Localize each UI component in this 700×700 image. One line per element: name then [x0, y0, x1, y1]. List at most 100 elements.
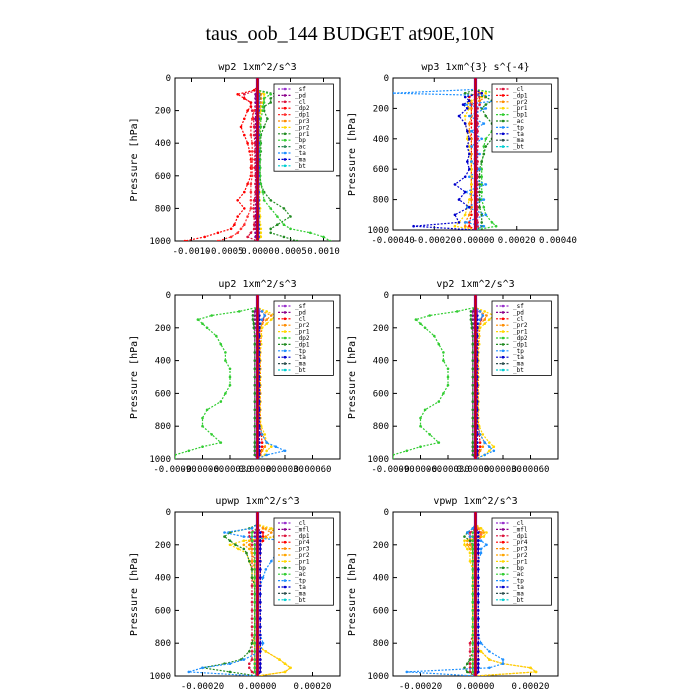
data-point — [470, 99, 473, 103]
panel-3: vp2 1xm^2/s^3 Pressure [hPa] 0 200 400 600 800… — [347, 279, 559, 475]
data-point — [466, 107, 469, 110]
y-tick-label: 400 — [155, 357, 171, 367]
data-point — [250, 527, 254, 530]
data-point — [478, 445, 482, 449]
panel-title: up2 1xm^2/s^3 — [218, 279, 296, 290]
legend-marker — [283, 304, 287, 308]
legend-marker — [283, 317, 287, 321]
data-point — [243, 97, 246, 100]
data-point — [248, 543, 251, 547]
data-point — [477, 576, 480, 579]
data-point — [470, 129, 473, 133]
data-point — [261, 539, 265, 542]
legend-label: _sf — [513, 303, 524, 310]
data-point — [223, 531, 226, 534]
data-point — [471, 424, 475, 428]
data-point — [229, 235, 233, 239]
data-point — [259, 109, 263, 112]
legend-label: _pr4 — [295, 539, 310, 546]
data-point — [414, 318, 418, 321]
series-line — [248, 512, 259, 676]
legend-marker — [283, 113, 287, 116]
data-point — [249, 101, 253, 104]
data-point — [259, 625, 262, 629]
data-point — [243, 93, 246, 96]
plot-area — [183, 78, 332, 241]
data-point — [250, 141, 254, 145]
data-point — [463, 539, 466, 542]
x-tick-label: 0.00060 — [512, 465, 550, 475]
data-point — [419, 322, 422, 326]
data-point — [480, 190, 484, 194]
data-point — [175, 453, 177, 457]
data-point — [253, 449, 257, 453]
data-point — [269, 207, 273, 210]
x-tick-label: 0.00060 — [294, 465, 332, 475]
data-point — [270, 527, 273, 530]
data-point — [469, 318, 473, 321]
data-point — [478, 318, 482, 321]
data-point — [483, 441, 487, 444]
legend-marker — [501, 330, 505, 333]
legend-label: _ac — [513, 118, 524, 125]
legend-marker — [283, 343, 287, 346]
data-point — [463, 535, 466, 538]
legend-label: _bt — [513, 144, 524, 151]
data-point — [259, 641, 262, 645]
legend-label: _pr1 — [513, 105, 528, 112]
data-point — [471, 600, 475, 604]
panel-title: vpwp 1xm^2/s^3 — [433, 496, 517, 507]
data-point — [250, 531, 254, 534]
data-point — [262, 93, 266, 96]
data-point — [477, 543, 480, 547]
legend-marker — [283, 126, 287, 129]
data-point — [470, 198, 473, 201]
data-point — [265, 449, 269, 453]
data-point — [482, 198, 486, 201]
data-point — [471, 334, 475, 338]
data-point — [259, 424, 263, 428]
data-point — [210, 314, 213, 317]
legend-marker — [501, 138, 505, 142]
data-point — [259, 551, 262, 555]
data-point — [183, 239, 187, 241]
data-point — [393, 91, 395, 95]
y-tick-label: 800 — [155, 422, 171, 432]
data-point — [250, 150, 254, 153]
data-point — [470, 137, 473, 141]
legend-marker — [501, 113, 505, 116]
legend-marker — [501, 528, 505, 531]
data-point — [253, 351, 257, 354]
data-point — [250, 166, 254, 169]
plot-area — [187, 512, 301, 676]
data-point — [259, 547, 262, 551]
data-point — [259, 559, 262, 563]
data-point — [453, 183, 457, 186]
data-point — [471, 543, 475, 547]
x-tick-label: -0.00020 — [413, 236, 456, 246]
data-point — [253, 600, 257, 604]
data-point — [245, 551, 248, 555]
legend-marker — [501, 355, 505, 359]
data-point — [483, 318, 487, 321]
data-point — [488, 441, 491, 444]
data-point — [468, 145, 471, 148]
data-point — [471, 662, 475, 665]
data-point — [251, 318, 255, 321]
data-point — [478, 175, 481, 179]
data-point — [466, 531, 469, 534]
legend-marker — [283, 579, 287, 582]
legend-label: _ac — [513, 571, 524, 578]
data-point — [276, 223, 279, 226]
data-point — [283, 449, 287, 453]
data-point — [470, 122, 473, 125]
x-tick-label: 0.0010 — [307, 247, 340, 257]
data-point — [250, 547, 254, 551]
data-point — [237, 547, 240, 551]
y-axis-label: Pressure [hPa] — [347, 112, 358, 196]
data-point — [270, 445, 273, 449]
data-point — [468, 641, 472, 645]
data-point — [252, 207, 255, 210]
data-point — [471, 449, 475, 453]
data-point — [419, 445, 422, 449]
